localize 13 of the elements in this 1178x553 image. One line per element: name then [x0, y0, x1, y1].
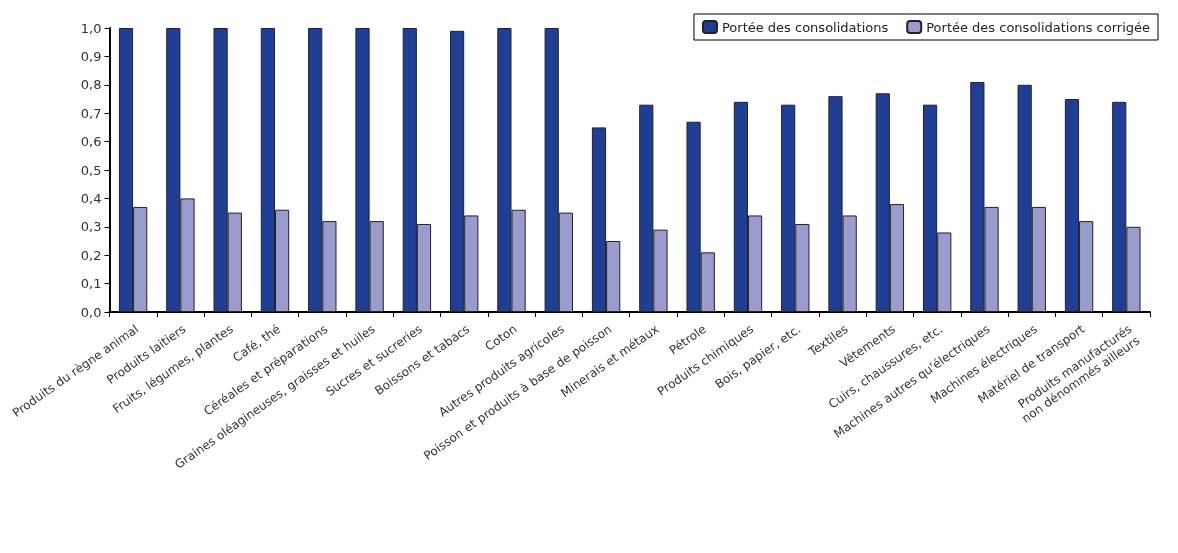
y-tick-label: 0,2	[80, 247, 102, 263]
y-tick-label: 0,3	[80, 219, 102, 235]
y-tick-label: 0,7	[80, 105, 102, 121]
y-tick-label: 0,6	[80, 134, 102, 150]
y-tick-label: 0,9	[80, 48, 102, 64]
y-tick-label: 1,0	[80, 20, 102, 36]
y-tick-label: 0,4	[80, 190, 102, 206]
legend-label: Portée des consolidations	[721, 19, 889, 35]
y-tick-label: 0,1	[80, 276, 102, 292]
y-tick-label: 0,5	[80, 162, 102, 178]
y-tick-label: 0,8	[80, 77, 102, 93]
y-tick-label: 0,0	[80, 304, 102, 320]
legend-label: Portée des consolidations corrigée	[926, 19, 1150, 35]
